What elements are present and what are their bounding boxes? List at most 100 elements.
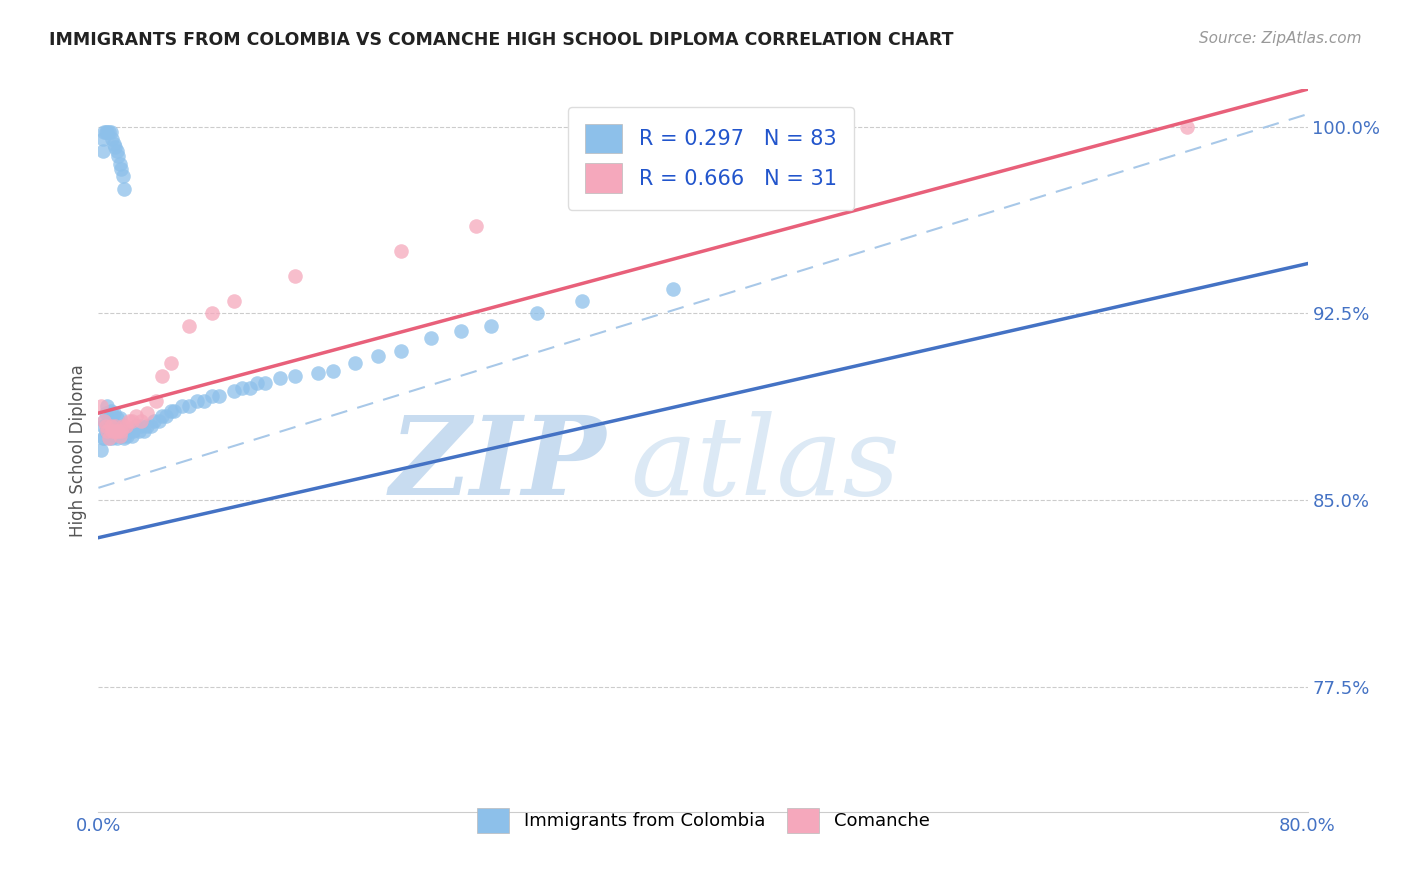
Point <box>344 356 367 370</box>
Point <box>231 381 253 395</box>
Point <box>108 157 131 171</box>
Point <box>239 381 262 395</box>
Point <box>179 399 201 413</box>
Point <box>100 424 122 438</box>
Point <box>481 318 503 333</box>
Point <box>186 393 208 408</box>
Point <box>163 403 186 417</box>
Point <box>420 331 443 345</box>
Point <box>104 418 127 433</box>
Point <box>125 418 148 433</box>
Point <box>100 418 122 433</box>
Point <box>115 428 138 442</box>
Point <box>94 424 117 438</box>
Point <box>155 409 177 423</box>
Point <box>96 424 118 438</box>
Point <box>91 145 114 159</box>
Point <box>450 324 472 338</box>
Point <box>110 424 132 438</box>
Point <box>101 132 124 146</box>
Legend: Immigrants from Colombia, Comanche: Immigrants from Colombia, Comanche <box>468 799 938 842</box>
Point <box>150 368 173 383</box>
Point <box>128 424 150 438</box>
Point <box>122 424 145 438</box>
Point <box>110 161 132 176</box>
Point <box>94 418 117 433</box>
Text: atlas: atlas <box>630 411 900 518</box>
Point <box>94 124 117 138</box>
Text: Source: ZipAtlas.com: Source: ZipAtlas.com <box>1198 31 1361 46</box>
Point <box>91 431 114 445</box>
Point <box>100 124 122 138</box>
Point <box>94 406 117 420</box>
Point <box>150 409 173 423</box>
Point <box>90 443 112 458</box>
Text: ZIP: ZIP <box>389 411 606 518</box>
Point <box>111 418 134 433</box>
Point <box>112 182 135 196</box>
Point <box>111 428 134 442</box>
Point <box>105 431 128 445</box>
Point <box>170 399 193 413</box>
Point <box>179 318 201 333</box>
Point <box>114 424 136 438</box>
Point <box>224 293 246 308</box>
Point <box>148 413 170 427</box>
Point <box>224 384 246 398</box>
Point <box>101 424 124 438</box>
Point <box>253 376 276 391</box>
Point <box>103 428 125 442</box>
Point <box>307 366 329 380</box>
Point <box>389 343 412 358</box>
Point <box>322 364 344 378</box>
Point <box>93 124 115 138</box>
Point <box>661 281 683 295</box>
Point <box>96 124 118 138</box>
Point <box>93 431 115 445</box>
Point <box>107 149 129 163</box>
Point <box>96 399 118 413</box>
Point <box>201 389 224 403</box>
Point <box>269 371 291 385</box>
Point <box>141 418 163 433</box>
Point <box>112 431 135 445</box>
Point <box>208 389 231 403</box>
Point <box>129 413 152 427</box>
Point <box>121 428 143 442</box>
Point <box>105 145 128 159</box>
Point <box>96 418 118 433</box>
Point <box>389 244 412 259</box>
Point <box>101 413 124 427</box>
Point <box>107 424 129 438</box>
Point <box>107 424 129 438</box>
Point <box>103 136 125 151</box>
Y-axis label: High School Diploma: High School Diploma <box>69 364 87 537</box>
Point <box>104 418 127 433</box>
Point <box>465 219 488 234</box>
Point <box>98 431 121 445</box>
Text: IMMIGRANTS FROM COLOMBIA VS COMANCHE HIGH SCHOOL DIPLOMA CORRELATION CHART: IMMIGRANTS FROM COLOMBIA VS COMANCHE HIG… <box>49 31 953 49</box>
Point <box>103 424 125 438</box>
Point <box>145 393 167 408</box>
Point <box>98 431 121 445</box>
Point <box>246 376 269 391</box>
Point <box>101 431 124 445</box>
Point <box>93 413 115 427</box>
Point <box>616 182 638 196</box>
Point <box>571 293 593 308</box>
Point <box>91 132 114 146</box>
Point <box>125 409 148 423</box>
Point <box>98 124 121 138</box>
Point <box>193 393 215 408</box>
Point <box>160 403 183 417</box>
Point <box>118 413 141 427</box>
Point <box>160 356 183 370</box>
Point <box>526 306 548 320</box>
Point <box>98 411 121 425</box>
Point <box>135 418 157 433</box>
Point <box>143 413 166 427</box>
Point <box>105 411 128 425</box>
Point <box>93 413 115 427</box>
Point <box>108 411 131 425</box>
Point <box>108 428 131 442</box>
